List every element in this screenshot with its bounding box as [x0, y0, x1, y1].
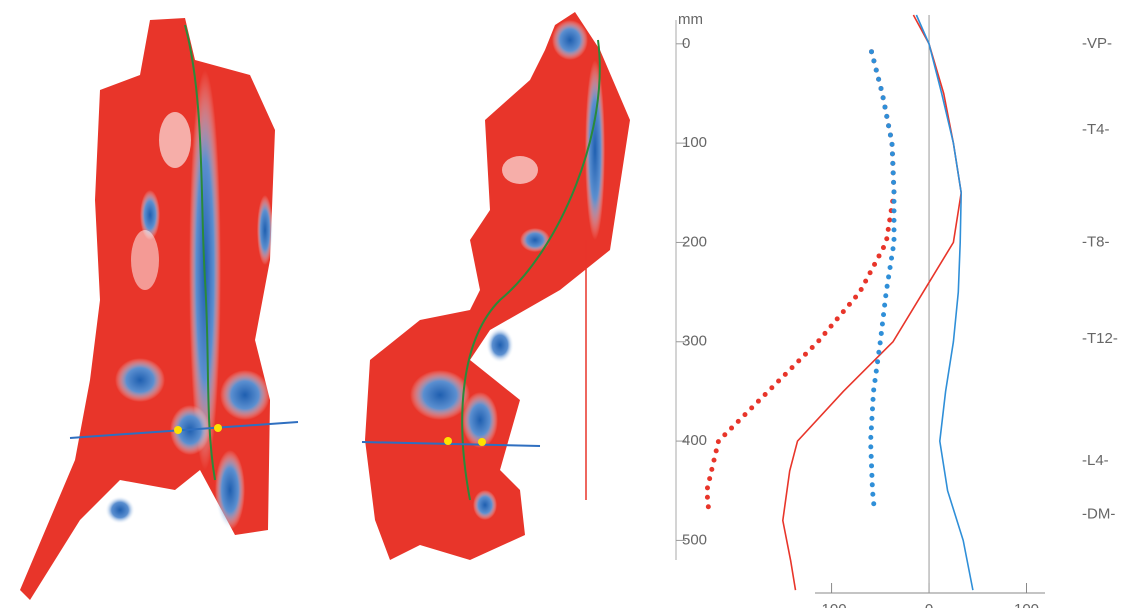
back-scan-side [362, 12, 630, 560]
y-axis-label: mm [678, 11, 703, 28]
level-label: -VP- [1082, 35, 1112, 52]
page: {"chart_data": {"type": "line", "y_label… [0, 0, 1143, 608]
x-tick-label: 100 [1014, 601, 1039, 608]
y-tick-label: 100 [682, 134, 707, 151]
level-label: -DM- [1082, 506, 1115, 523]
x-tick-label: 0 [925, 601, 933, 608]
y-tick-label: 0 [682, 35, 690, 52]
level-label: -T8- [1082, 233, 1110, 250]
y-tick-label: 500 [682, 531, 707, 548]
y-tick-label: 200 [682, 233, 707, 250]
level-label: -T12- [1082, 330, 1118, 347]
x-tick-label: -100 [817, 601, 847, 608]
back-scan-rear [20, 18, 298, 600]
dotted-line [707, 52, 894, 512]
y-tick-label: 400 [682, 432, 707, 449]
y-tick-label: 300 [682, 333, 707, 350]
level-label: -T4- [1082, 121, 1110, 138]
dotted-line [871, 52, 894, 512]
chart: mm 0 100 200 300 400 500 -100 0 100 -VP- -T4- -T8- -… [0, 0, 1143, 608]
level-label: -L4- [1082, 452, 1109, 469]
